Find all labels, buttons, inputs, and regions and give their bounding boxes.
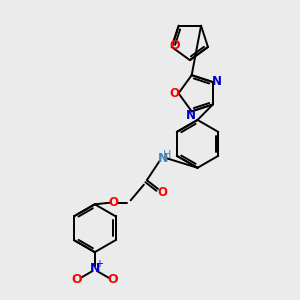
Text: -: - bbox=[72, 268, 77, 282]
Text: +: + bbox=[95, 260, 103, 269]
Text: O: O bbox=[170, 87, 180, 100]
Text: O: O bbox=[72, 273, 82, 286]
Text: N: N bbox=[186, 109, 196, 122]
Text: O: O bbox=[169, 39, 180, 52]
Text: N: N bbox=[212, 75, 222, 88]
Text: N: N bbox=[90, 262, 100, 275]
Text: O: O bbox=[157, 186, 167, 199]
Text: H: H bbox=[163, 150, 171, 160]
Text: N: N bbox=[158, 152, 168, 165]
Text: O: O bbox=[108, 196, 118, 209]
Text: O: O bbox=[107, 273, 118, 286]
